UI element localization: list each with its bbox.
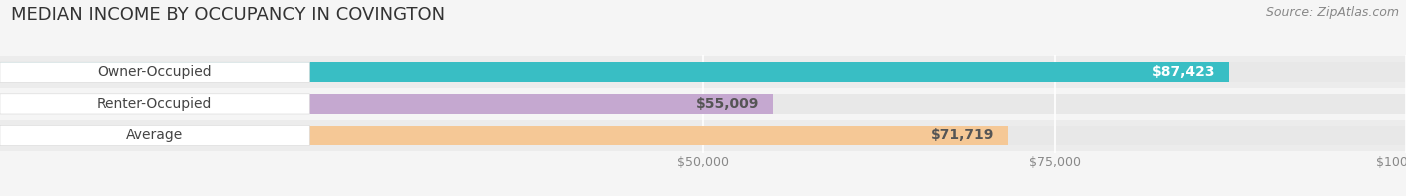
Bar xyxy=(0,88,1406,120)
Text: Owner-Occupied: Owner-Occupied xyxy=(97,65,212,79)
Text: Renter-Occupied: Renter-Occupied xyxy=(97,97,212,111)
FancyBboxPatch shape xyxy=(0,125,309,146)
Text: $55,009: $55,009 xyxy=(696,97,759,111)
FancyBboxPatch shape xyxy=(0,94,309,114)
Bar xyxy=(0,56,1406,88)
Text: $87,423: $87,423 xyxy=(1152,65,1215,79)
Text: Source: ZipAtlas.com: Source: ZipAtlas.com xyxy=(1265,6,1399,19)
Text: Average: Average xyxy=(127,129,183,142)
Bar xyxy=(0,94,773,114)
Bar xyxy=(0,63,1406,82)
Bar xyxy=(0,120,1406,151)
Bar xyxy=(0,126,1008,145)
Text: $71,719: $71,719 xyxy=(931,129,994,142)
Bar xyxy=(0,63,1229,82)
Bar xyxy=(0,94,1406,114)
FancyBboxPatch shape xyxy=(0,62,309,82)
Bar xyxy=(0,126,1406,145)
Text: MEDIAN INCOME BY OCCUPANCY IN COVINGTON: MEDIAN INCOME BY OCCUPANCY IN COVINGTON xyxy=(11,6,446,24)
